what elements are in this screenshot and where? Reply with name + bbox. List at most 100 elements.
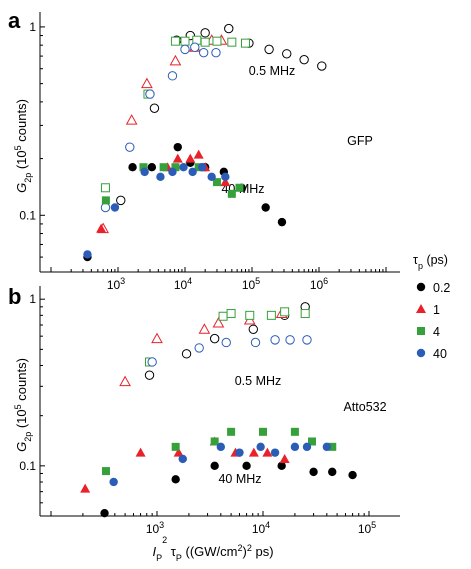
data-point xyxy=(170,36,180,46)
data-point xyxy=(181,349,192,359)
data-point xyxy=(125,142,135,152)
x-tick-label: 103 xyxy=(107,276,125,292)
legend-entry-label: 40 xyxy=(433,347,447,361)
data-point xyxy=(279,453,290,463)
data-point xyxy=(248,324,258,334)
data-point xyxy=(141,77,153,89)
y-axis-label: G2p (105 counts) xyxy=(13,99,33,193)
data-point xyxy=(227,37,237,47)
data-point xyxy=(241,38,251,48)
data-point xyxy=(147,357,157,367)
data-point xyxy=(280,307,290,317)
data-point xyxy=(277,461,286,471)
data-point xyxy=(226,309,236,319)
data-point xyxy=(145,89,155,99)
data-point xyxy=(250,337,261,348)
legend-marker xyxy=(416,348,426,358)
data-point xyxy=(109,477,118,487)
data-point xyxy=(198,323,211,334)
annotation-label: 40 MHz xyxy=(218,472,261,486)
series-40mhz-tau-0.2 xyxy=(100,461,357,518)
data-point xyxy=(210,437,219,446)
data-point xyxy=(266,310,276,320)
data-point xyxy=(210,461,219,471)
legend: τp (ps) 0.2 1 4 40 xyxy=(413,253,450,361)
data-point xyxy=(220,177,231,187)
data-point xyxy=(200,28,210,38)
data-point xyxy=(227,189,236,198)
annotation-label: 0.5 MHz xyxy=(235,374,282,388)
data-point xyxy=(270,335,280,345)
panel-b-plot: 103 104 105 0.1 1 G2p (105 counts) 0.5 MHz 40 M… xyxy=(13,286,400,563)
data-point xyxy=(80,483,91,493)
annotation-label: GFP xyxy=(347,134,373,148)
data-point xyxy=(180,44,190,55)
data-point xyxy=(248,447,259,457)
panel-letter-b: b xyxy=(8,284,21,309)
y-tick-label: 0.1 xyxy=(19,459,36,473)
legend-entry-label: 4 xyxy=(433,325,440,339)
legend-marker xyxy=(417,327,425,335)
data-point xyxy=(198,47,209,58)
data-point xyxy=(209,333,220,344)
data-point xyxy=(290,427,299,436)
data-point xyxy=(100,183,110,193)
legend-marker xyxy=(416,304,426,313)
data-point xyxy=(168,167,177,177)
y-tick-label: 0.1 xyxy=(19,208,36,222)
data-point xyxy=(179,163,188,172)
data-point xyxy=(100,508,109,518)
data-point xyxy=(169,54,182,66)
data-point xyxy=(188,167,197,177)
data-point xyxy=(277,217,287,227)
data-point xyxy=(172,153,183,163)
data-point xyxy=(125,114,138,125)
data-point xyxy=(299,54,309,65)
x-tick-label: 103 xyxy=(146,520,164,536)
data-point xyxy=(140,167,149,177)
data-point xyxy=(264,44,274,55)
data-point xyxy=(259,427,267,436)
x-tick-label: 104 xyxy=(174,276,192,292)
data-point xyxy=(309,467,318,477)
data-point xyxy=(256,442,265,452)
data-point xyxy=(156,172,165,182)
y-tick-label: 1 xyxy=(29,292,36,306)
data-point xyxy=(194,343,204,353)
series-0.5mhz-tau-1 xyxy=(119,307,288,387)
data-point xyxy=(328,467,337,477)
data-point xyxy=(139,163,148,172)
data-point xyxy=(302,335,312,345)
data-point xyxy=(116,195,126,206)
data-point xyxy=(128,163,137,172)
x-tick-label: 106 xyxy=(310,276,328,292)
data-point xyxy=(171,163,180,172)
data-point xyxy=(190,42,200,52)
data-point xyxy=(235,448,244,457)
data-point xyxy=(101,196,110,205)
data-point xyxy=(101,467,110,476)
data-point xyxy=(221,172,230,182)
data-point xyxy=(211,47,221,58)
series-40mhz-tau-0.2 xyxy=(83,142,287,262)
data-point xyxy=(302,442,312,452)
data-point xyxy=(270,448,280,457)
x-tick-label: 105 xyxy=(242,276,260,292)
data-point xyxy=(180,36,190,46)
data-point xyxy=(285,335,295,345)
data-point xyxy=(212,178,221,187)
annotation-label: Atto532 xyxy=(343,400,386,414)
data-point xyxy=(135,447,146,457)
data-point xyxy=(242,461,251,471)
series-40mhz-tau-1 xyxy=(96,149,231,233)
data-point xyxy=(235,183,244,192)
data-point xyxy=(171,442,180,451)
series-40mhz-tau-40 xyxy=(109,442,332,487)
data-point xyxy=(227,427,236,436)
data-point xyxy=(308,437,317,446)
legend-entry-label: 0.2 xyxy=(433,281,450,295)
data-point xyxy=(147,163,157,172)
data-point xyxy=(317,61,327,71)
data-point xyxy=(207,172,216,182)
